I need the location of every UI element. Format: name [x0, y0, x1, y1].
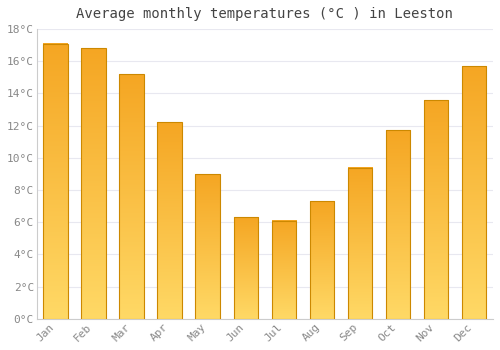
Bar: [310, 201, 334, 319]
Bar: [196, 174, 220, 319]
Bar: [348, 168, 372, 319]
Bar: [462, 66, 486, 319]
Bar: [424, 100, 448, 319]
Bar: [158, 122, 182, 319]
Bar: [120, 74, 144, 319]
Bar: [386, 131, 410, 319]
Bar: [44, 43, 68, 319]
Bar: [234, 217, 258, 319]
Bar: [82, 48, 106, 319]
Title: Average monthly temperatures (°C ) in Leeston: Average monthly temperatures (°C ) in Le…: [76, 7, 454, 21]
Bar: [272, 220, 296, 319]
